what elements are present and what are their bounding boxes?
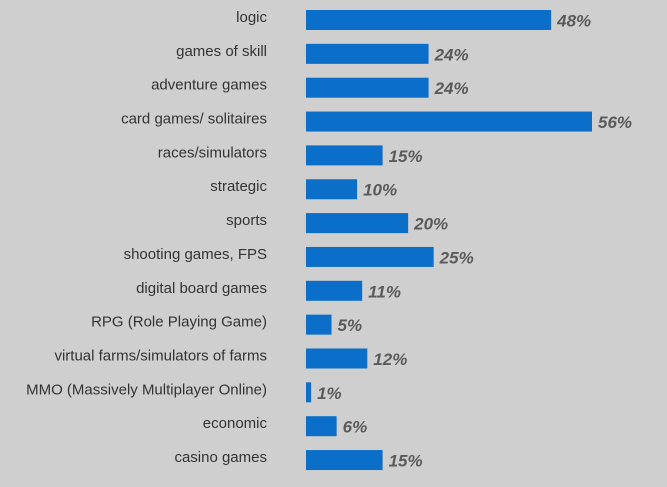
bars bbox=[306, 10, 592, 471]
category-label-virtual-farms-simulators-of-farms: virtual farms/simulators of farms bbox=[54, 347, 267, 364]
bar-logic bbox=[306, 10, 552, 30]
bar-rpg-role-playing-game bbox=[306, 314, 332, 335]
bar-virtual-farms-simulators-of-farms bbox=[306, 348, 368, 369]
category-label-strategic: strategic bbox=[210, 178, 267, 195]
value-label-virtual-farms-simulators-of-farms: 12% bbox=[373, 350, 407, 369]
category-label-mmo-massively-multiplayer-online: MMO (Massively Multiplayer Online) bbox=[26, 381, 267, 398]
category-label-casino-games: casino games bbox=[174, 449, 267, 466]
bar-races-simulators bbox=[306, 145, 383, 166]
value-label-races-simulators: 15% bbox=[389, 147, 423, 166]
value-label-economic: 6% bbox=[343, 418, 368, 437]
category-label-adventure-games: adventure games bbox=[151, 77, 267, 94]
value-label-rpg-role-playing-game: 5% bbox=[338, 316, 363, 335]
value-label-games-of-skill: 24% bbox=[434, 45, 469, 64]
value-label-digital-board-games: 11% bbox=[368, 282, 401, 301]
bar-digital-board-games bbox=[306, 280, 363, 301]
bar-shooting-games-fps bbox=[306, 246, 434, 267]
bar-games-of-skill bbox=[306, 43, 429, 64]
value-label-shooting-games-fps: 25% bbox=[439, 248, 474, 267]
bar-casino-games bbox=[306, 450, 383, 471]
value-label-casino-games: 15% bbox=[389, 452, 423, 471]
bar-card-games-solitaires bbox=[306, 111, 592, 132]
value-label-strategic: 10% bbox=[363, 181, 397, 200]
category-label-games-of-skill: games of skill bbox=[176, 43, 267, 60]
category-label-card-games-solitaires: card games/ solitaires bbox=[121, 111, 267, 128]
value-labels: 48% 24% 24% 56% 15% 10% 20% 25% 11% 5% 12% 1%6% 15% bbox=[317, 11, 632, 470]
category-label-shooting-games-fps: shooting games, FPS bbox=[124, 246, 267, 263]
value-label-card-games-solitaires: 56% bbox=[598, 113, 632, 132]
category-label-rpg-role-playing-game: RPG (Role Playing Game) bbox=[91, 314, 267, 331]
bar-economic bbox=[306, 416, 337, 437]
bar-mmo-massively-multiplayer-online bbox=[306, 382, 312, 403]
category-label-logic: logic bbox=[236, 9, 267, 26]
value-label-adventure-games: 24% bbox=[434, 79, 469, 98]
category-label-races-simulators: races/simulators bbox=[158, 144, 267, 161]
category-labels: logic games of skill adventure games card g… bbox=[26, 9, 267, 466]
bar-adventure-games bbox=[306, 77, 429, 98]
value-label-logic: 48% bbox=[556, 11, 591, 30]
bar-sports bbox=[306, 213, 409, 234]
category-label-sports: sports bbox=[226, 212, 267, 229]
value-label-mmo-massively-multiplayer-online: 1% bbox=[317, 384, 342, 403]
value-label-sports: 20% bbox=[413, 215, 448, 234]
category-label-economic: economic bbox=[203, 415, 268, 432]
bar-strategic bbox=[306, 179, 358, 200]
category-label-digital-board-games: digital board games bbox=[136, 280, 267, 297]
